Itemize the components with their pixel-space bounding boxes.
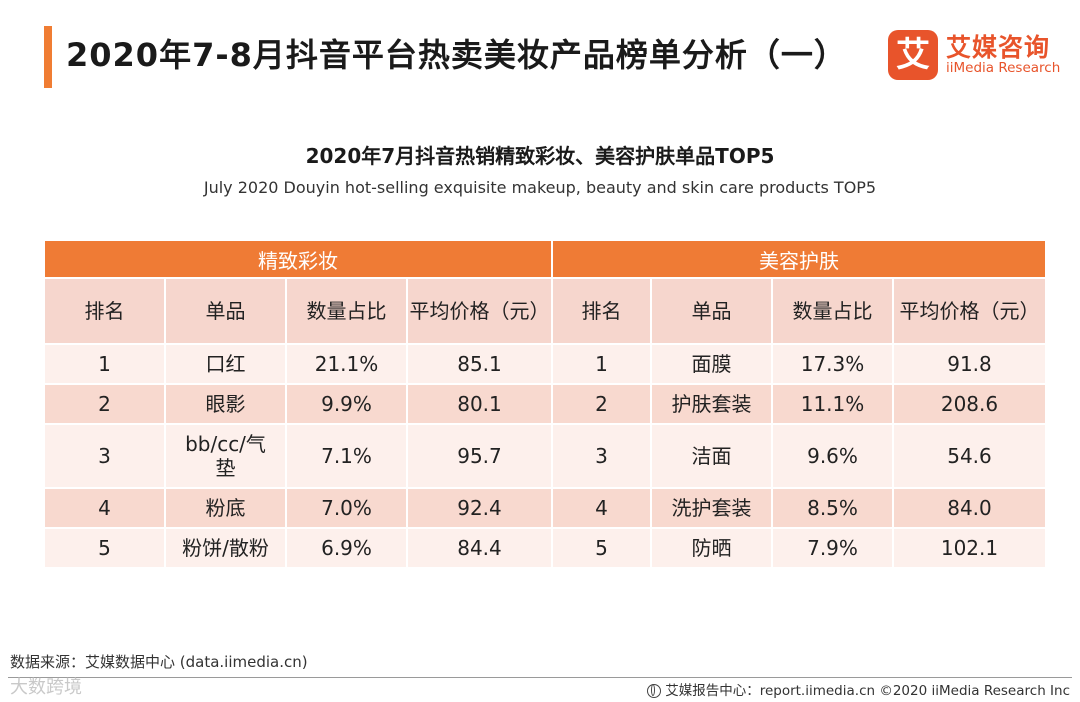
- table-cell: 6.9%: [285, 527, 408, 569]
- table-row: 3 bb/cc/气垫 7.1% 95.7 3 洁面 9.6% 54.6: [43, 423, 1047, 489]
- table-cell: 92.4: [406, 487, 553, 529]
- chart-title: 2020年7月抖音热销精致彩妆、美容护肤单品TOP5: [305, 144, 775, 168]
- table-cell: 80.1: [406, 383, 553, 425]
- table-cell: 面膜: [650, 343, 773, 385]
- table-cell: 11.1%: [771, 383, 894, 425]
- iimedia-logo: 艾 艾媒咨询 iiMedia Research: [888, 26, 1068, 82]
- table-cell: 粉底: [164, 487, 287, 529]
- column-header-row: 排名 单品 数量占比 平均价格（元） 排名 单品 数量占比 平均价格（元）: [43, 277, 1047, 345]
- table-cell: 4: [43, 487, 166, 529]
- table-row: 1 口红 21.1% 85.1 1 面膜 17.3% 91.8: [43, 343, 1047, 385]
- group-header-makeup: 精致彩妆: [43, 239, 553, 279]
- report-center-footer: 艾媒报告中心：report.iimedia.cn ©2020 iiMedia R…: [647, 679, 1070, 699]
- table-cell: 21.1%: [285, 343, 408, 385]
- table-cell: 粉饼/散粉: [164, 527, 287, 569]
- globe-icon: [647, 684, 662, 698]
- table-cell: 2: [551, 383, 652, 425]
- table-cell: 洁面: [650, 423, 773, 489]
- table-cell: 17.3%: [771, 343, 894, 385]
- table-cell: 7.0%: [285, 487, 408, 529]
- column-header-avg-price: 平均价格（元）: [406, 277, 553, 345]
- table-cell: 防晒: [650, 527, 773, 569]
- column-header-share: 数量占比: [771, 277, 894, 345]
- report-center-text: 艾媒报告中心：report.iimedia.cn ©2020 iiMedia R…: [665, 683, 1070, 699]
- table-cell: 95.7: [406, 423, 553, 489]
- table-cell: 5: [43, 527, 166, 569]
- table-cell: 5: [551, 527, 652, 569]
- group-header-row: 精致彩妆 美容护肤: [43, 239, 1047, 279]
- table-cell: 1: [551, 343, 652, 385]
- table-row: 4 粉底 7.0% 92.4 4 洗护套装 8.5% 84.0: [43, 487, 1047, 529]
- table-cell: 7.1%: [285, 423, 408, 489]
- table-cell: 口红: [164, 343, 287, 385]
- title-accent-bar: [44, 26, 52, 88]
- table-cell: 护肤套装: [650, 383, 773, 425]
- column-header-share: 数量占比: [285, 277, 408, 345]
- table-cell: 84.4: [406, 527, 553, 569]
- table-cell: 4: [551, 487, 652, 529]
- table-cell: 8.5%: [771, 487, 894, 529]
- watermark: 大数跨境: [10, 677, 82, 698]
- table-cell: 54.6: [892, 423, 1047, 489]
- table-cell: 2: [43, 383, 166, 425]
- table-cell: 84.0: [892, 487, 1047, 529]
- table-cell: 7.9%: [771, 527, 894, 569]
- data-source: 数据来源：艾媒数据中心 (data.iimedia.cn): [10, 653, 308, 671]
- column-header-rank: 排名: [551, 277, 652, 345]
- column-header-rank: 排名: [43, 277, 166, 345]
- table-cell: 102.1: [892, 527, 1047, 569]
- group-header-skincare: 美容护肤: [551, 239, 1047, 279]
- table-cell: 眼影: [164, 383, 287, 425]
- table-cell: 9.9%: [285, 383, 408, 425]
- chart-subtitle: July 2020 Douyin hot-selling exquisite m…: [203, 178, 877, 197]
- table-cell: 9.6%: [771, 423, 894, 489]
- logo-mark: 艾: [888, 30, 938, 80]
- logo-chinese-name: 艾媒咨询: [946, 33, 1051, 62]
- logo-english-name: iiMedia Research: [946, 60, 1061, 76]
- table-cell: 洗护套装: [650, 487, 773, 529]
- table-cell: 3: [551, 423, 652, 489]
- table-row: 5 粉饼/散粉 6.9% 84.4 5 防晒 7.9% 102.1: [43, 527, 1047, 569]
- column-header-product: 单品: [164, 277, 287, 345]
- column-header-avg-price: 平均价格（元）: [892, 277, 1047, 345]
- column-header-product: 单品: [650, 277, 773, 345]
- table-cell: 1: [43, 343, 166, 385]
- table-cell: 85.1: [406, 343, 553, 385]
- table-row: 2 眼影 9.9% 80.1 2 护肤套装 11.1% 208.6: [43, 383, 1047, 425]
- table-cell: 208.6: [892, 383, 1047, 425]
- page-title: 2020年7-8月抖音平台热卖美妆产品榜单分析（一）: [66, 36, 847, 74]
- ranking-table: 精致彩妆 美容护肤 排名 单品 数量占比 平均价格（元） 排名 单品 数量占比 …: [43, 239, 1047, 569]
- table-cell: bb/cc/气垫: [164, 423, 287, 489]
- footer-divider: [8, 677, 1072, 678]
- table-cell: 3: [43, 423, 166, 489]
- table-cell: 91.8: [892, 343, 1047, 385]
